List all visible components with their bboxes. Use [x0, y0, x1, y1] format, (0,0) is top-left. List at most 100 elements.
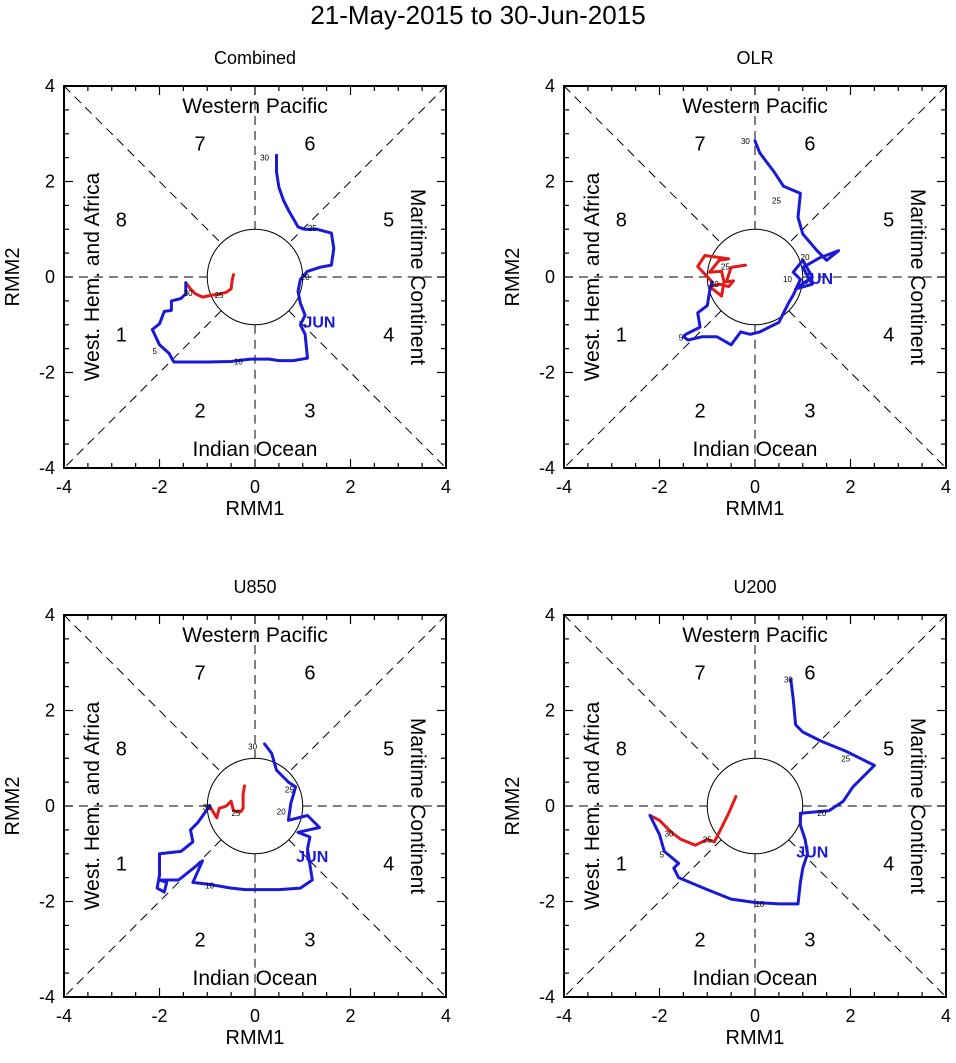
y-tick-label: 0	[545, 267, 555, 287]
day-label: 30	[741, 137, 750, 146]
phase-label-4: 4	[383, 324, 394, 346]
phase-boundary-line	[788, 85, 947, 244]
y-axis-label: RMM2	[2, 777, 24, 836]
phase-label-2: 2	[195, 930, 206, 952]
panel-title: Combined	[214, 48, 296, 68]
y-tick-label: 4	[45, 76, 55, 96]
month-label: JUN	[796, 844, 828, 861]
phase-label-1: 1	[616, 853, 627, 875]
x-axis-label: RMM1	[226, 498, 285, 520]
y-tick-label: 4	[545, 76, 555, 96]
phase-boundary-line	[63, 310, 222, 469]
region-label-bottom: Indian Ocean	[693, 438, 818, 461]
x-axis-label: RMM1	[726, 1027, 785, 1049]
panel-olr: OLR -4-4 -2 -2 0 0 2 2 4 4 RMM1 RMM2 Western Pacific…	[502, 48, 951, 520]
y-tick-label: 0	[45, 796, 55, 816]
y-tick-label: -2	[539, 363, 555, 383]
y-axis-label: RMM2	[502, 777, 524, 836]
y-tick-label: 4	[545, 605, 555, 625]
trajectory-jun	[681, 139, 841, 347]
y-tick-label: 2	[545, 701, 555, 721]
trajectory-jun	[648, 678, 876, 906]
day-label: 25	[721, 262, 730, 271]
phase-boundary-line	[563, 85, 722, 244]
x-tick-label: 0	[750, 477, 760, 497]
x-tick-label: 2	[345, 1006, 355, 1026]
y-tick-label: 0	[45, 267, 55, 287]
day-label: 10	[234, 358, 243, 367]
phase-boundary-line	[63, 85, 222, 244]
x-tick-label: 4	[941, 1006, 951, 1026]
y-tick-label: -4	[39, 458, 55, 478]
phase-label-7: 7	[695, 133, 706, 155]
day-label: 25	[308, 224, 317, 233]
x-tick-label: 0	[250, 477, 260, 497]
phase-label-3: 3	[804, 930, 815, 952]
y-axis-label: RMM2	[502, 248, 524, 307]
x-axis-label: RMM1	[226, 1027, 285, 1049]
x-tick-label: -4	[56, 1006, 72, 1026]
day-label: 5	[679, 334, 684, 343]
region-label-right: Maritime Continent	[406, 718, 429, 894]
phase-label-2: 2	[195, 401, 206, 423]
x-axis-label: RMM1	[726, 498, 785, 520]
region-label-left: West. Hem. and Africa	[81, 701, 104, 910]
x-tick-label: 2	[845, 1006, 855, 1026]
phase-label-4: 4	[883, 853, 894, 875]
region-label-left: West. Hem. and Africa	[81, 172, 104, 381]
phase-label-6: 6	[304, 662, 315, 684]
x-tick-label: -2	[151, 1006, 167, 1026]
region-label-right: Maritime Continent	[906, 189, 929, 365]
phase-label-1: 1	[116, 853, 127, 875]
y-tick-label: -4	[539, 987, 555, 1007]
x-tick-label: 0	[750, 1006, 760, 1026]
region-label-bottom: Indian Ocean	[193, 967, 318, 990]
region-label-top: Western Pacific	[682, 95, 828, 118]
panel-title: OLR	[736, 48, 773, 68]
x-tick-label: 2	[345, 477, 355, 497]
region-label-bottom: Indian Ocean	[193, 438, 318, 461]
phase-label-5: 5	[383, 210, 394, 232]
trajectory-jun	[155, 742, 321, 894]
day-label: 20	[301, 273, 310, 282]
day-label: 10	[205, 882, 214, 891]
trajectory-may	[696, 254, 747, 298]
phase-label-8: 8	[116, 739, 127, 761]
x-tick-label: 0	[250, 1006, 260, 1026]
region-label-top: Western Pacific	[682, 624, 828, 647]
phase-boundary-line	[788, 310, 947, 469]
x-tick-label: -2	[651, 1006, 667, 1026]
region-label-top: Western Pacific	[182, 624, 328, 647]
x-tick-label: -4	[556, 477, 572, 497]
unit-circle	[206, 228, 304, 326]
y-tick-label: 2	[45, 172, 55, 192]
phase-label-3: 3	[804, 401, 815, 423]
y-tick-label: 0	[545, 796, 555, 816]
unit-circle	[206, 757, 304, 855]
month-label: JUN	[801, 271, 833, 288]
phase-label-4: 4	[883, 324, 894, 346]
panel-u850: U850 -4-4 -2 -2 0 0 2 2 4 4 RMM1 RMM2 Western Pacifi…	[2, 577, 451, 1049]
day-label: 25	[841, 754, 850, 763]
phase-boundary-line	[63, 614, 222, 773]
month-label: JUN	[296, 849, 328, 866]
x-tick-label: 4	[941, 477, 951, 497]
panel-u200: U200 -4-4 -2 -2 0 0 2 2 4 4 RMM1 RMM2 Western Pacifi…	[502, 577, 951, 1049]
y-tick-label: -2	[539, 892, 555, 912]
region-label-left: West. Hem. and Africa	[581, 701, 604, 910]
y-tick-label: -2	[39, 363, 55, 383]
y-tick-label: 2	[45, 701, 55, 721]
day-label: 30	[203, 803, 212, 812]
y-tick-label: 2	[545, 172, 555, 192]
region-label-top: Western Pacific	[182, 95, 328, 118]
phase-boundary-line	[788, 839, 947, 998]
region-label-right: Maritime Continent	[906, 718, 929, 894]
y-axis-label: RMM2	[2, 248, 24, 307]
phase-label-7: 7	[195, 662, 206, 684]
day-label: 25	[215, 291, 224, 300]
phase-label-4: 4	[383, 853, 394, 875]
phase-label-5: 5	[883, 210, 894, 232]
x-tick-label: -4	[56, 477, 72, 497]
day-label: 25	[772, 197, 781, 206]
day-label: 5	[660, 851, 665, 860]
